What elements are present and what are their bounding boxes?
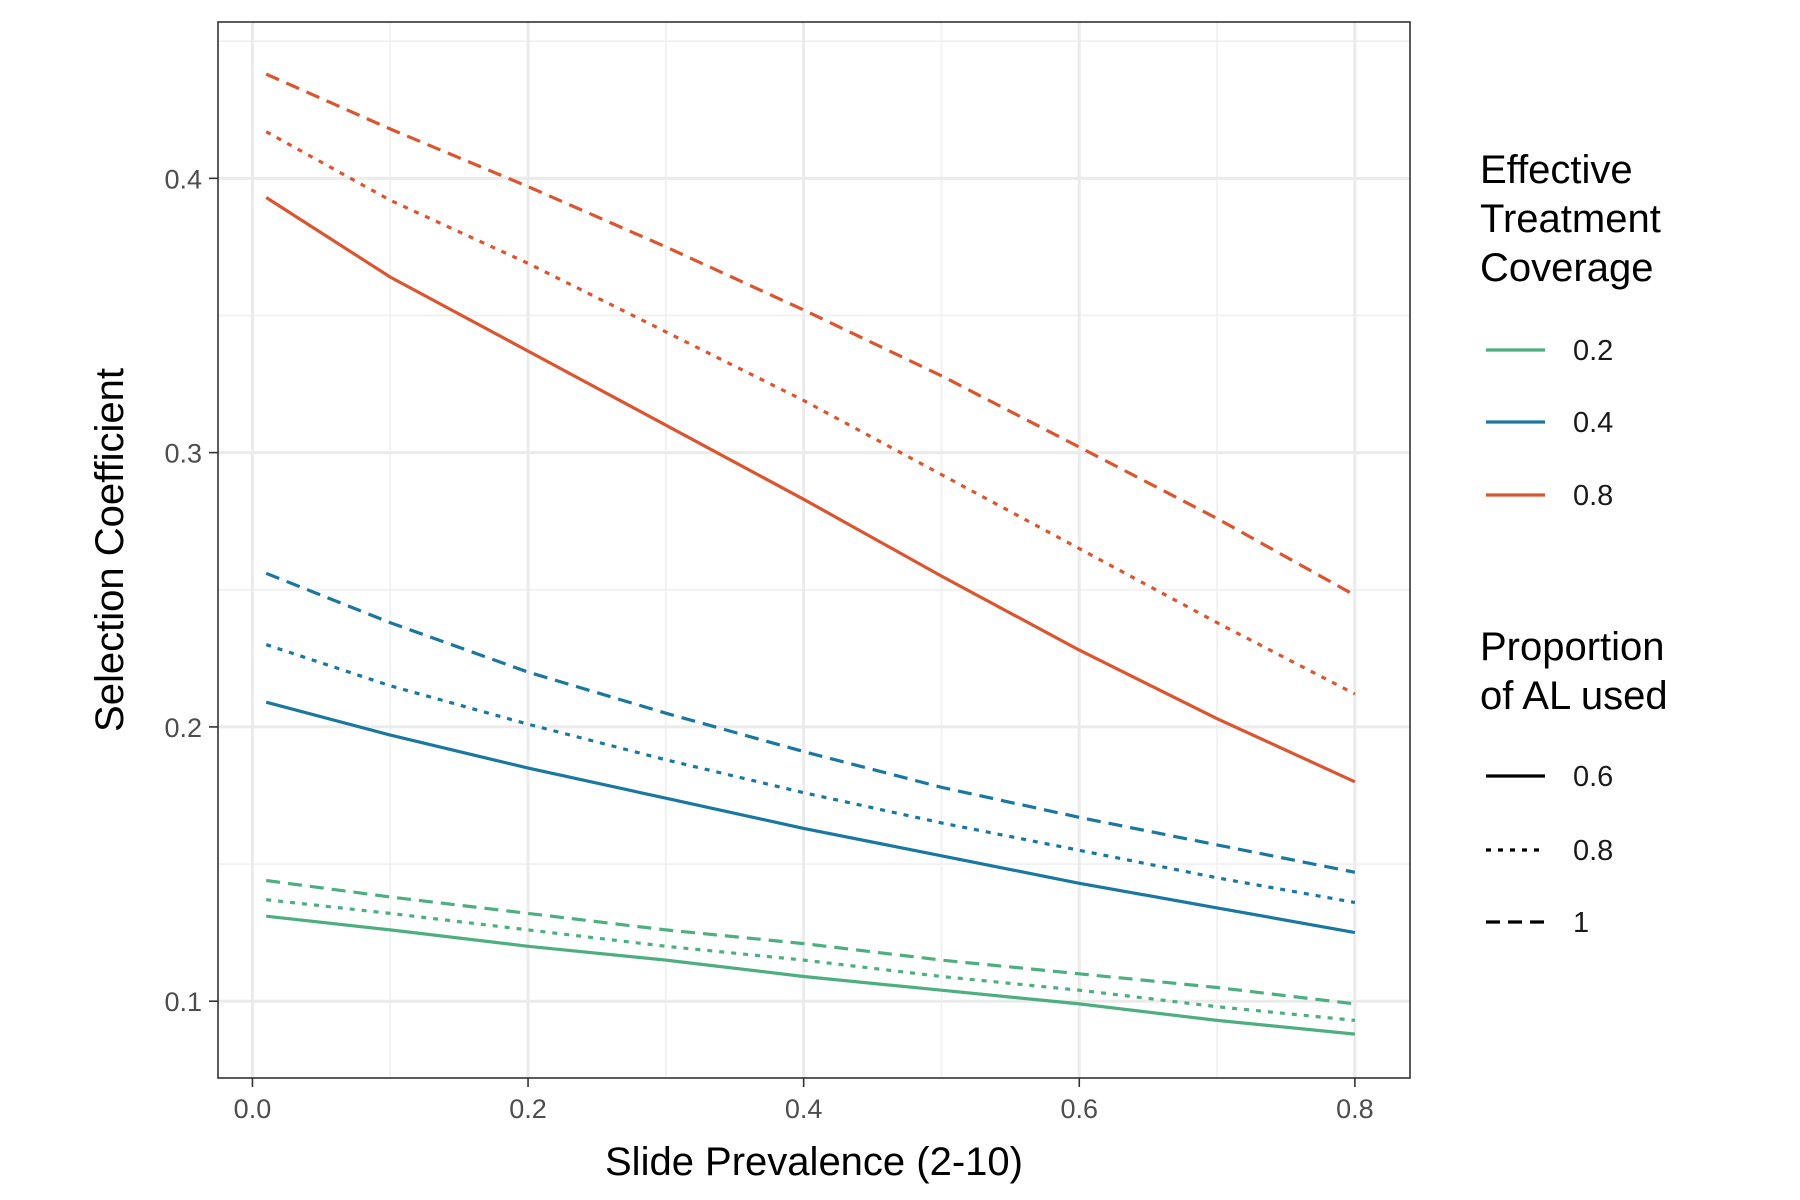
series-line-coverage-0.8-al-0.8 (265, 130, 1356, 696)
legend-label-al-0.6: 0.6 (1573, 761, 1613, 793)
grid (218, 22, 1410, 1078)
x-tick-label: 0.6 (1060, 1094, 1098, 1124)
legend-label-coverage-0.8: 0.8 (1573, 480, 1613, 512)
y-tick-label: 0.1 (164, 987, 202, 1017)
legend-label-coverage-0.4: 0.4 (1573, 407, 1613, 439)
series-line-coverage-0.2-al-0.6 (266, 914, 1356, 1036)
plot-border (217, 21, 1411, 1079)
series-line-coverage-0.4-al-1 (265, 571, 1356, 874)
series-line-coverage-0.4-al-0.6 (265, 700, 1356, 935)
legend-al-title-line-2: of AL used (1480, 674, 1668, 718)
y-tick-label: 0.2 (164, 713, 202, 743)
series-line-coverage-0.2-al-1 (265, 878, 1356, 1006)
legend-label-coverage-0.2: 0.2 (1573, 335, 1613, 367)
y-tick-label: 0.3 (164, 439, 202, 469)
legend-al-title-line-1: Proportion (1480, 625, 1665, 669)
x-tick-label: 0.4 (785, 1094, 823, 1124)
legend-label-al-1: 1 (1573, 907, 1589, 939)
legend-label-al-0.8: 0.8 (1573, 835, 1613, 867)
x-tick-label: 0.8 (1336, 1094, 1374, 1124)
legend-coverage-title-line-2: Treatment (1480, 197, 1661, 241)
series-line-coverage-0.2-al-0.8 (266, 898, 1356, 1022)
series-line-coverage-0.8-al-0.6 (265, 196, 1356, 784)
series-line-coverage-0.8-al-1 (265, 72, 1356, 597)
legend-coverage-title-line-3: Coverage (1480, 246, 1653, 290)
legend-coverage: Effective Treatment Coverage 0.2 0.4 0.8 (1480, 148, 1661, 512)
plot-panel (218, 22, 1410, 1078)
x-axis-title: Slide Prevalence (2-10) (605, 1140, 1023, 1184)
x-tick-label: 0.2 (509, 1094, 547, 1124)
series-lines (265, 72, 1356, 1036)
y-axis-title: Selection Coefficient (88, 368, 132, 732)
legend-coverage-title-line-1: Effective (1480, 148, 1633, 192)
axis-ticks: 0.0 0.2 0.4 0.6 0.8 0.1 0.2 0.3 0.4 (164, 164, 1373, 1124)
legend-al-used: Proportion of AL used 0.6 0.8 1 (1480, 625, 1668, 939)
y-tick-label: 0.4 (164, 164, 202, 194)
x-tick-label: 0.0 (234, 1094, 272, 1124)
